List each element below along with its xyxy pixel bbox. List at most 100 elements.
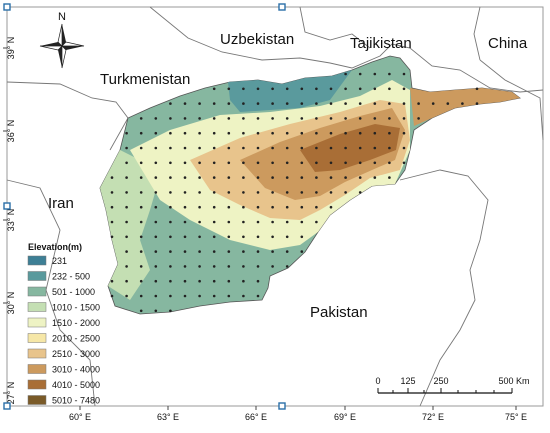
- station-point: [388, 131, 391, 135]
- station-point: [285, 131, 289, 135]
- station-point: [212, 220, 216, 224]
- station-point: [154, 265, 158, 268]
- station-point: [169, 220, 172, 224]
- station-point: [329, 131, 333, 135]
- station-point: [271, 87, 274, 91]
- station-point: [110, 205, 114, 209]
- station-point: [154, 161, 158, 165]
- station-point: [212, 205, 216, 209]
- station-point: [373, 161, 377, 165]
- legend-swatch: [27, 364, 47, 374]
- station-point: [461, 102, 464, 105]
- station-point: [256, 205, 260, 209]
- station-point: [300, 161, 304, 165]
- station-point: [242, 191, 245, 194]
- station-point: [358, 102, 362, 105]
- station-point: [198, 294, 201, 298]
- station-point: [212, 146, 216, 150]
- station-point: [227, 235, 231, 239]
- compass-rose-icon: N: [39, 11, 85, 69]
- station-point: [344, 131, 347, 135]
- station-point: [242, 176, 245, 179]
- scale-label-500: 500 Km: [498, 376, 529, 386]
- station-point: [198, 161, 201, 165]
- station-points: [110, 72, 479, 313]
- station-point: [154, 131, 158, 135]
- station-point: [227, 191, 231, 194]
- station-point: [373, 102, 377, 105]
- station-point: [125, 191, 128, 194]
- station-point: [169, 102, 172, 105]
- station-point: [139, 131, 143, 135]
- country-label-china: China: [488, 35, 528, 52]
- station-point: [154, 176, 158, 179]
- station-point: [212, 87, 216, 91]
- station-point: [139, 294, 143, 298]
- station-point: [285, 220, 289, 224]
- wakhan-corridor: [410, 88, 520, 126]
- country-label-pakistan: Pakistan: [310, 304, 368, 321]
- station-point: [300, 205, 304, 209]
- legend-swatch: [27, 286, 47, 297]
- station-point: [285, 235, 289, 239]
- station-point: [125, 161, 128, 165]
- station-point: [402, 131, 406, 135]
- station-point: [139, 279, 143, 283]
- station-point: [198, 265, 201, 268]
- station-point: [212, 131, 216, 135]
- western-plain: [100, 150, 160, 300]
- station-point: [110, 279, 114, 283]
- station-point: [256, 176, 260, 179]
- handle-bottom-center[interactable]: [278, 402, 286, 410]
- station-point: [329, 176, 333, 179]
- station-point: [300, 191, 304, 194]
- lon-label-75: 75° E: [505, 412, 527, 422]
- legend-label: 4010 - 5000: [52, 380, 100, 390]
- station-point: [271, 220, 274, 224]
- handle-middle-left[interactable]: [3, 202, 11, 210]
- legend-label: 2510 - 3000: [52, 349, 100, 359]
- station-point: [329, 205, 333, 209]
- legend-label: 232 - 500: [52, 272, 90, 282]
- station-point: [139, 250, 143, 253]
- station-point: [198, 235, 201, 239]
- station-point: [110, 176, 114, 179]
- station-point: [139, 176, 143, 179]
- lon-label-60: 60° E: [69, 412, 91, 422]
- scale-label-125: 125: [400, 376, 415, 386]
- station-point: [271, 161, 274, 165]
- lon-label-66: 66° E: [245, 412, 267, 422]
- latitude-labels: 39° N 36° N 33° N 30° N 27° N: [6, 37, 16, 405]
- station-point: [344, 87, 347, 91]
- station-point: [300, 117, 304, 120]
- station-point: [388, 72, 391, 76]
- station-point: [169, 294, 172, 298]
- station-point: [271, 146, 274, 150]
- handle-top-center[interactable]: [278, 3, 286, 11]
- station-point: [125, 265, 128, 268]
- station-point: [227, 205, 231, 209]
- selection-handles[interactable]: [3, 3, 286, 410]
- station-point: [198, 102, 201, 105]
- station-point: [139, 235, 143, 239]
- north-label: N: [58, 11, 66, 23]
- station-point: [373, 87, 377, 91]
- station-point: [212, 191, 216, 194]
- station-point: [125, 279, 128, 283]
- station-point: [256, 117, 260, 120]
- legend-items: 231 232 - 500 501 - 1000 1010 - 1500 1510 - …: [27, 255, 100, 406]
- lon-label-63: 63° E: [157, 412, 179, 422]
- handle-bottom-left[interactable]: [3, 402, 11, 410]
- station-point: [227, 265, 231, 268]
- station-point: [227, 161, 231, 165]
- station-point: [154, 191, 158, 194]
- lat-label-27: 27° N: [6, 382, 16, 405]
- station-point: [198, 205, 201, 209]
- station-point: [139, 205, 143, 209]
- station-point: [388, 87, 391, 91]
- legend-swatch: [27, 302, 47, 312]
- station-point: [285, 102, 289, 105]
- legend-label: 231: [52, 256, 67, 266]
- handle-top-left[interactable]: [3, 3, 11, 11]
